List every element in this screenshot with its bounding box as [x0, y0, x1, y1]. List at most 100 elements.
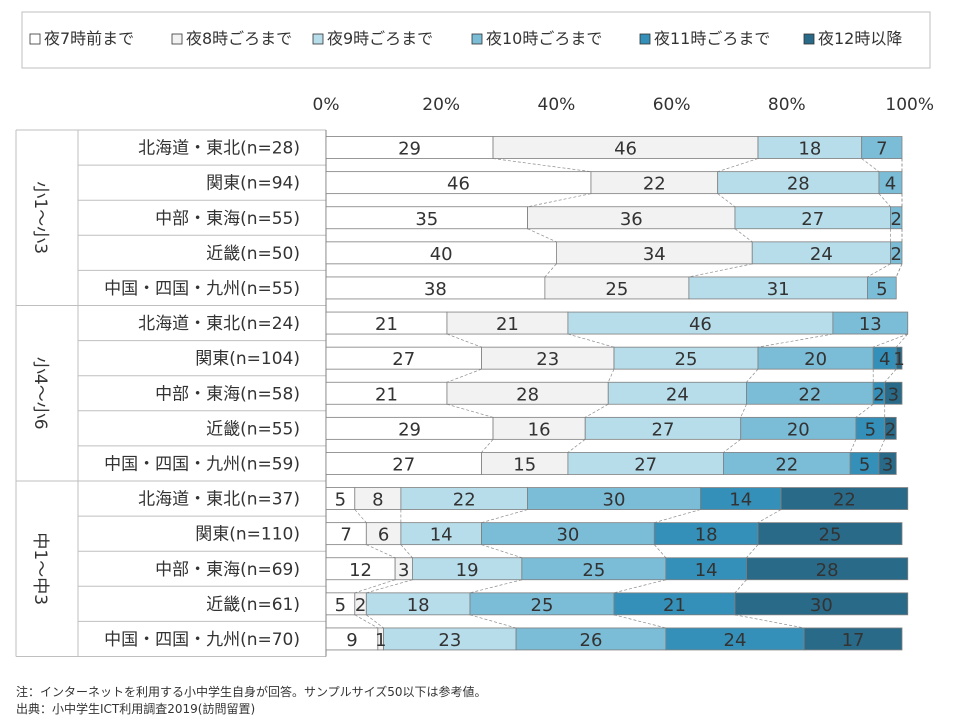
connector-line	[354, 579, 396, 594]
legend-label: 夜7時前まで	[44, 29, 134, 48]
connector-line	[469, 579, 522, 594]
data-label: 24	[724, 630, 747, 651]
legend-label: 夜11時ごろまで	[654, 29, 770, 48]
data-label: 30	[556, 525, 579, 546]
data-label: 28	[516, 384, 539, 405]
bar-segment	[890, 206, 903, 230]
connector-line	[734, 579, 747, 594]
data-label: 7	[876, 139, 887, 160]
data-label: 24	[666, 384, 689, 405]
data-label: 38	[424, 279, 447, 300]
row-label: 関東(n=104)	[195, 349, 300, 369]
data-label: 4	[885, 174, 896, 195]
x-tick-label: 20%	[422, 95, 460, 115]
connector-line	[527, 193, 592, 208]
bar-segment	[884, 381, 903, 405]
data-label: 22	[798, 384, 821, 405]
data-label: 40	[430, 244, 453, 265]
legend-label: 夜9時ごろまで	[327, 29, 433, 48]
data-label: 19	[456, 560, 479, 581]
bar-segment	[867, 276, 897, 300]
connector-line	[855, 403, 874, 418]
data-label: 25	[605, 279, 628, 300]
legend-label: 夜12時以降	[818, 29, 902, 48]
data-label: 17	[842, 630, 865, 651]
connector-line	[654, 509, 701, 523]
bar-segment	[884, 416, 897, 440]
data-label: 23	[536, 349, 559, 370]
connector-line	[878, 439, 886, 453]
data-label: 27	[652, 419, 675, 440]
data-label: 27	[392, 454, 415, 475]
x-tick-label: 80%	[768, 95, 806, 115]
row-label: 中部・東海(n=55)	[155, 209, 300, 229]
data-label: 1	[375, 630, 386, 651]
connector-line	[861, 158, 880, 172]
data-label: 25	[675, 349, 698, 370]
data-label: 30	[810, 595, 833, 616]
bar-segment	[861, 136, 903, 159]
footnote: 注：インターネットを利用する小中学生自身が回答。サンプルサイズ50以下は参考値。	[16, 685, 487, 699]
data-label: 2	[891, 209, 902, 230]
bar-segment	[746, 557, 909, 581]
connector-line	[400, 544, 413, 558]
connector-line	[757, 509, 782, 523]
data-label: 21	[375, 314, 398, 335]
data-label: 5	[865, 419, 876, 440]
connector-line	[481, 439, 494, 453]
legend-swatch	[171, 33, 183, 45]
group-label: 小1〜小3	[30, 181, 50, 254]
connector-line	[717, 193, 736, 208]
data-label: 9	[346, 630, 357, 651]
bar-segment	[832, 311, 909, 335]
data-label: 5	[335, 490, 346, 511]
x-tick-label: 40%	[538, 95, 576, 115]
data-label: 14	[729, 490, 752, 511]
bar-segment	[780, 487, 909, 510]
connector-line	[527, 228, 557, 243]
connector-lines	[354, 158, 909, 629]
bar-segment	[878, 452, 897, 475]
row-label: 中国・四国・九州(n=59)	[104, 454, 300, 474]
connector-line	[878, 193, 891, 207]
data-label: 26	[580, 630, 603, 651]
data-label: 18	[695, 525, 718, 546]
data-label: 46	[689, 314, 712, 335]
legend-label: 夜10時ごろまで	[486, 29, 602, 48]
data-label: 2	[891, 244, 902, 265]
connector-line	[895, 263, 903, 278]
row-label-frame: 小1〜小3 小4〜小6 中1〜中3 北海道・東北(n=28) 関東(n=94) 中部・東海…	[15, 129, 327, 657]
connector-line	[366, 579, 413, 594]
row-label: 近畿(n=55)	[206, 419, 300, 439]
row-label: 近畿(n=50)	[206, 244, 300, 264]
row-label: 近畿(n=61)	[206, 595, 300, 615]
data-label: 22	[453, 490, 476, 511]
connector-line	[354, 614, 379, 629]
data-label: 22	[643, 174, 666, 195]
bar-segment	[803, 627, 903, 651]
data-label: 13	[859, 314, 882, 335]
data-label: 14	[695, 560, 718, 581]
connector-line	[688, 263, 753, 278]
connector-line	[757, 333, 833, 348]
data-label: 2	[873, 384, 884, 405]
data-label: 12	[349, 560, 372, 581]
connector-line	[469, 614, 517, 629]
group-label: 中1〜中3	[30, 532, 50, 605]
connector-line	[446, 333, 482, 348]
connector-line	[867, 263, 891, 278]
data-label: 27	[392, 349, 415, 370]
data-label: 24	[810, 244, 833, 265]
data-label: 28	[816, 560, 839, 581]
legend-swatch	[639, 33, 651, 45]
data-label: 46	[447, 174, 470, 195]
data-label: 29	[398, 139, 421, 160]
data-label: 1	[893, 349, 904, 370]
connector-line	[481, 509, 528, 523]
connector-line	[873, 333, 908, 348]
bar-segment	[757, 522, 903, 546]
connector-line	[746, 368, 759, 383]
bars	[325, 136, 909, 651]
data-label: 2	[355, 595, 366, 616]
